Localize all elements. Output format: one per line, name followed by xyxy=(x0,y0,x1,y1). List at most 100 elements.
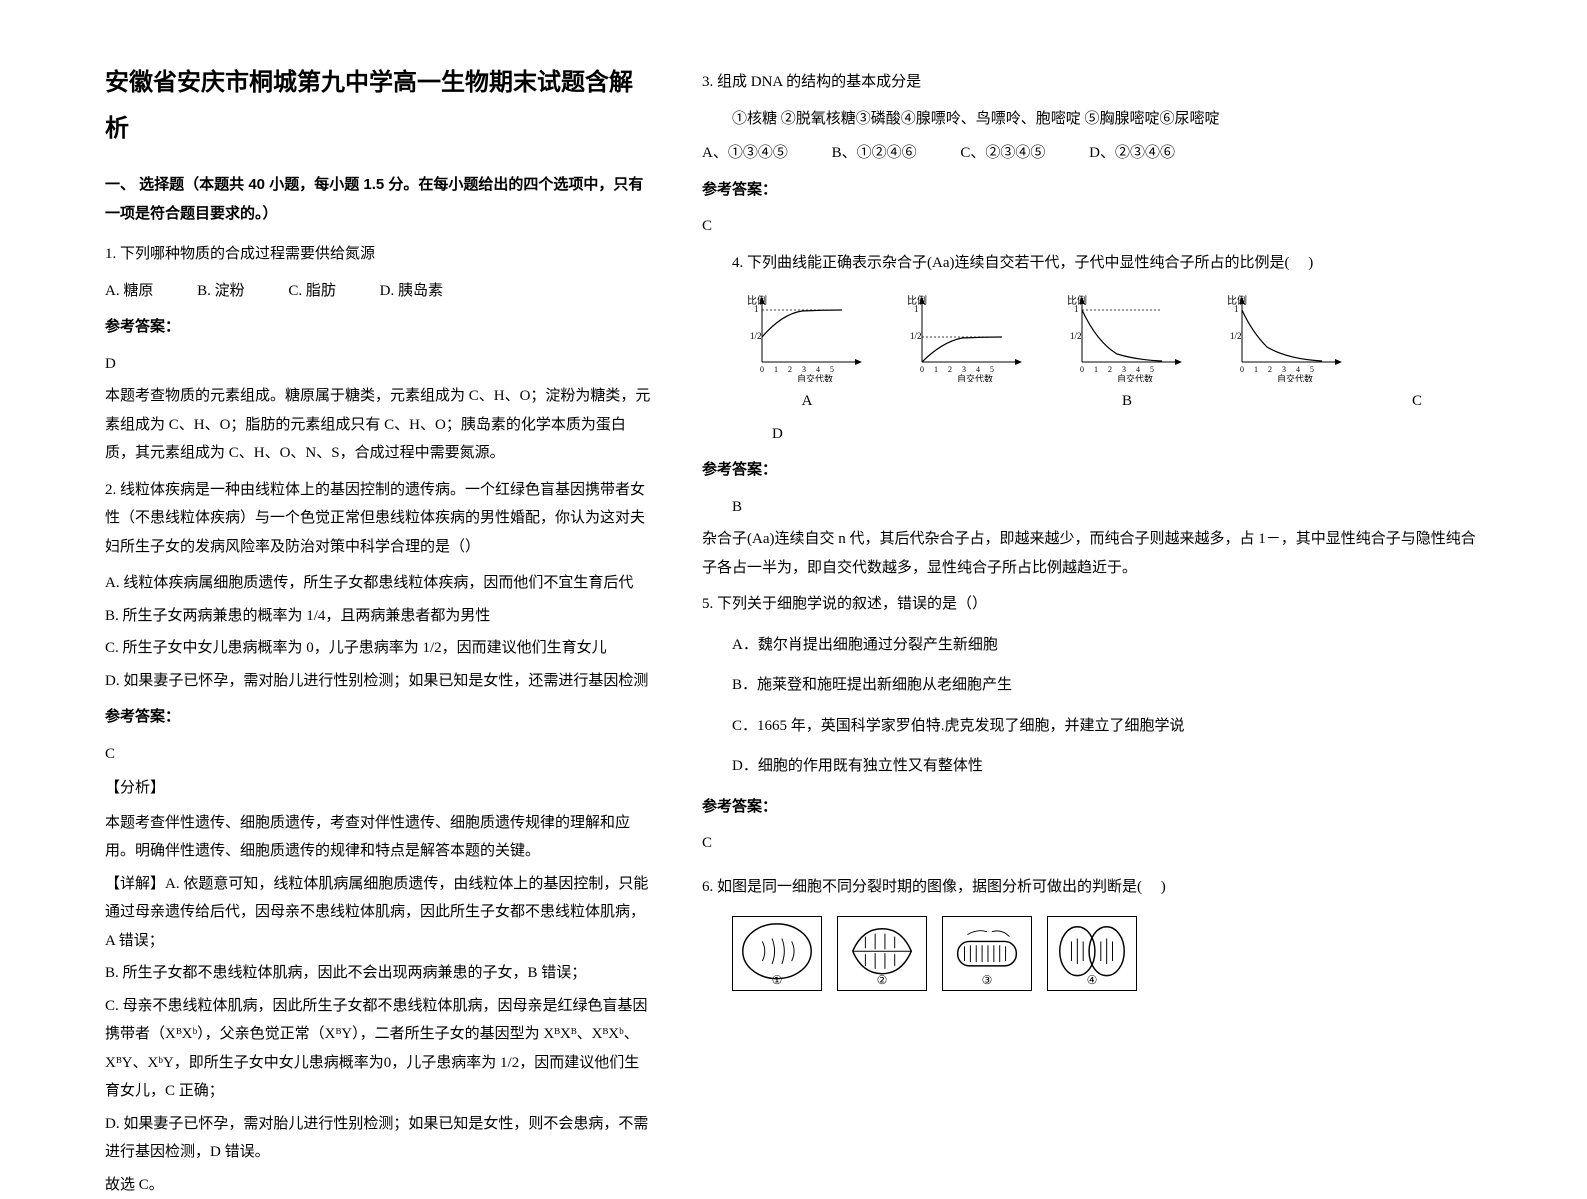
q5-answer-label: 参考答案： xyxy=(702,793,1482,822)
q2-detail-d: D. 如果妻子已怀孕，需对胎儿进行性别检测；如果已知是女性，则不会患病，不需进行… xyxy=(105,1110,652,1167)
q6-text: 6. 如图是同一细胞不同分裂时期的图像，据图分析可做出的判断是( ) xyxy=(702,873,1482,902)
svg-text:5: 5 xyxy=(990,365,994,374)
section-header: 一、 选择题（本题共 40 小题，每小题 1.5 分。在每小题给出的四个选项中，… xyxy=(105,171,652,228)
q3-text: 3. 组成 DNA 的结构的基本成分是 xyxy=(702,68,1482,97)
cell-image-1: ① xyxy=(732,916,822,991)
svg-text:1/2: 1/2 xyxy=(1230,331,1242,341)
svg-text:2: 2 xyxy=(788,365,792,374)
q5-opt-d: D．细胞的作用既有独立性又有整体性 xyxy=(702,752,1482,781)
q1-text: 1. 下列哪种物质的合成过程需要供给氮源 xyxy=(105,240,652,269)
q1-opt-a: A. 糖原 xyxy=(105,283,153,299)
q2-answer-label: 参考答案： xyxy=(105,703,652,732)
q2-detail-c: C. 母亲不患线粒体肌病，因此所生子女都不患线粒体肌病，因母亲是红绿色盲基因携带… xyxy=(105,992,652,1106)
q3-choices: ①核糖 ②脱氧核糖③磷酸④腺嘌呤、鸟嘌呤、胞嘧啶 ⑤胸腺嘧啶⑥尿嘧啶 xyxy=(702,105,1482,134)
q3-opt-b: B、①②④⑥ xyxy=(832,145,917,161)
q2-opt-c: C. 所生子女中女儿患病概率为 0，儿子患病率为 1/2，因而建议他们生育女儿 xyxy=(105,634,652,663)
svg-text:1/2: 1/2 xyxy=(750,331,762,341)
chart-b: 比例 1 1/2 0 1 2 3 4 5 自交代数 xyxy=(902,292,1032,382)
svg-text:3: 3 xyxy=(802,365,806,374)
svg-text:4: 4 xyxy=(816,365,820,374)
cell-image-3: ③ xyxy=(942,916,1032,991)
cell-image-4: ④ xyxy=(1047,916,1137,991)
svg-text:2: 2 xyxy=(1108,365,1112,374)
svg-text:自交代数: 自交代数 xyxy=(1117,373,1153,382)
q2-opt-b: B. 所生子女两病兼患的概率为 1/4，且两病兼患者都为男性 xyxy=(105,602,652,631)
q2-opt-a: A. 线粒体疾病属细胞质遗传，所生子女都患线粒体疾病，因而他们不宜生育后代 xyxy=(105,569,652,598)
q4-answer-label: 参考答案： xyxy=(702,456,1482,485)
q1-explanation: 本题考查物质的元素组成。糖原属于糖类，元素组成为 C、H、O；淀粉为糖类，元素组… xyxy=(105,382,652,468)
q2-analysis-label: 【分析】 xyxy=(105,774,652,803)
q1-answer-label: 参考答案： xyxy=(105,313,652,342)
q2-analysis: 本题考查伴性遗传、细胞质遗传，考查对伴性遗传、细胞质遗传规律的理解和应用。明确伴… xyxy=(105,809,652,866)
q4-charts: 比例 1 1/2 0 1 2 3 4 5 自交代数 比例 1 1/2 0 1 2 xyxy=(742,292,1482,382)
q3-answer: C xyxy=(702,212,1482,241)
q1-opt-d: D. 胰岛素 xyxy=(380,283,443,299)
svg-text:4: 4 xyxy=(1296,365,1300,374)
svg-text:0: 0 xyxy=(1080,365,1084,374)
svg-text:2: 2 xyxy=(1268,365,1272,374)
q4-answer: B xyxy=(702,493,1482,522)
q4-chart-labels: A B C xyxy=(742,387,1482,416)
q4-explanation: 杂合子(Aa)连续自交 n 代，其后代杂合子占，即越来越少，而纯合子则越来越多，… xyxy=(702,525,1482,582)
svg-text:自交代数: 自交代数 xyxy=(797,373,833,382)
svg-text:4: 4 xyxy=(976,365,980,374)
cell-num-3: ③ xyxy=(982,969,993,992)
svg-text:3: 3 xyxy=(1122,365,1126,374)
svg-text:5: 5 xyxy=(830,365,834,374)
q1-opt-c: C. 脂肪 xyxy=(288,283,336,299)
q5-opt-a: A．魏尔肖提出细胞通过分裂产生新细胞 xyxy=(702,631,1482,660)
chart-label-b: B xyxy=(1062,387,1192,416)
q5-opt-c: C．1665 年，英国科学家罗伯特.虎克发现了细胞，并建立了细胞学说 xyxy=(702,712,1482,741)
q3-answer-label: 参考答案： xyxy=(702,176,1482,205)
svg-text:自交代数: 自交代数 xyxy=(957,373,993,382)
q5-answer: C xyxy=(702,829,1482,858)
svg-text:5: 5 xyxy=(1150,365,1154,374)
q5-text: 5. 下列关于细胞学说的叙述，错误的是（） xyxy=(702,590,1482,619)
q2-answer: C xyxy=(105,740,652,769)
svg-text:1: 1 xyxy=(1094,365,1098,374)
svg-text:4: 4 xyxy=(1136,365,1140,374)
svg-text:1: 1 xyxy=(1074,304,1079,314)
q2-text: 2. 线粒体疾病是一种由线粒体上的基因控制的遗传病。一个红绿色盲基因携带者女性（… xyxy=(105,476,652,562)
svg-text:0: 0 xyxy=(920,365,924,374)
svg-text:自交代数: 自交代数 xyxy=(1277,373,1313,382)
svg-text:1: 1 xyxy=(754,304,759,314)
svg-text:0: 0 xyxy=(760,365,764,374)
chart-label-d: D xyxy=(772,420,1482,449)
q3-opt-c: C、②③④⑤ xyxy=(960,145,1045,161)
svg-text:1: 1 xyxy=(774,365,778,374)
q5-opt-b: B．施莱登和施旺提出新细胞从老细胞产生 xyxy=(702,671,1482,700)
svg-text:1: 1 xyxy=(1254,365,1258,374)
page-title: 安徽省安庆市桐城第九中学高一生物期末试题含解析 xyxy=(105,60,652,151)
chart-c: 比例 1 1/2 0 1 2 3 4 5 自交代数 xyxy=(1062,292,1192,382)
svg-text:3: 3 xyxy=(962,365,966,374)
svg-text:2: 2 xyxy=(948,365,952,374)
cell-image-2: ② xyxy=(837,916,927,991)
svg-text:5: 5 xyxy=(1310,365,1314,374)
cell-num-1: ① xyxy=(772,969,783,992)
q3-options: A、①③④⑤ B、①②④⑥ C、②③④⑤ D、②③④⑥ xyxy=(702,139,1482,168)
q1-answer: D xyxy=(105,350,652,379)
svg-text:1: 1 xyxy=(914,304,919,314)
q2-conclusion: 故选 C。 xyxy=(105,1171,652,1199)
chart-label-a: A xyxy=(742,387,872,416)
svg-text:0: 0 xyxy=(1240,365,1244,374)
cell-num-4: ④ xyxy=(1087,969,1098,992)
q6-images: ① ② xyxy=(732,916,1482,991)
q3-opt-a: A、①③④⑤ xyxy=(702,145,788,161)
svg-text:1: 1 xyxy=(1234,304,1239,314)
chart-a: 比例 1 1/2 0 1 2 3 4 5 自交代数 xyxy=(742,292,872,382)
chart-d: 比例 1 1/2 0 1 2 3 4 5 自交代数 xyxy=(1222,292,1352,382)
q1-opt-b: B. 淀粉 xyxy=(197,283,245,299)
chart-label-c: C xyxy=(1352,387,1482,416)
q1-options: A. 糖原 B. 淀粉 C. 脂肪 D. 胰岛素 xyxy=(105,277,652,306)
q2-detail-b: B. 所生子女都不患线粒体肌病，因此不会出现两病兼患的子女，B 错误； xyxy=(105,959,652,988)
svg-text:1/2: 1/2 xyxy=(910,331,922,341)
svg-text:1/2: 1/2 xyxy=(1070,331,1082,341)
q3-opt-d: D、②③④⑥ xyxy=(1089,145,1175,161)
svg-text:3: 3 xyxy=(1282,365,1286,374)
q2-detail-a: 【详解】A. 依题意可知，线粒体肌病属细胞质遗传，由线粒体上的基因控制，只能通过… xyxy=(105,870,652,956)
q2-opt-d: D. 如果妻子已怀孕，需对胎儿进行性别检测；如果已知是女性，还需进行基因检测 xyxy=(105,667,652,696)
cell-num-2: ② xyxy=(877,969,888,992)
svg-text:1: 1 xyxy=(934,365,938,374)
